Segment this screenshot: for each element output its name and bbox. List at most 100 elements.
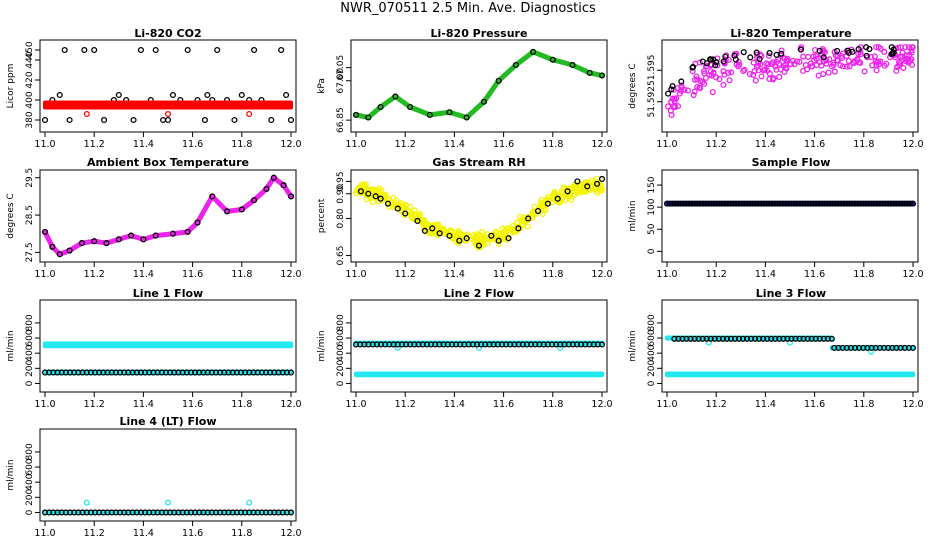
y-axis-label: ml/min <box>628 200 638 231</box>
data-point <box>757 200 765 207</box>
series-averaged <box>665 44 897 97</box>
data-point <box>201 116 208 124</box>
series-line <box>42 175 294 257</box>
y-tick-label: 800 <box>25 443 35 460</box>
panel-ambient: 11.0 11.2 11.4 11.6 11.8 12.0 27.5 28.5 29.5 degr… <box>6 168 302 280</box>
data-point <box>780 335 787 342</box>
data-point <box>871 200 878 207</box>
data-point <box>824 200 831 207</box>
y-tick-label: 0 <box>25 380 35 386</box>
data-point <box>738 200 745 207</box>
data-point <box>663 200 671 207</box>
data-point <box>908 47 915 54</box>
data-point <box>238 206 245 213</box>
data-point <box>874 200 881 207</box>
data-point <box>408 215 416 222</box>
data-point <box>825 69 832 76</box>
data-point <box>860 344 867 351</box>
x-tick-label: 12.0 <box>902 139 923 150</box>
data-point <box>115 91 122 99</box>
panel-title-li820-temperature: Li-820 Temperature <box>730 27 852 40</box>
data-point <box>753 49 760 56</box>
data-point <box>365 114 372 121</box>
x-tick-label: 11.0 <box>34 269 55 280</box>
data-point <box>394 205 401 212</box>
data-layer <box>41 174 295 258</box>
data-point <box>736 61 743 68</box>
data-point <box>594 180 601 187</box>
data-point <box>677 200 684 207</box>
x-tick-label: 11.4 <box>755 269 776 280</box>
data-point <box>598 175 606 182</box>
data-point <box>868 344 875 351</box>
data-point <box>909 44 916 51</box>
data-point <box>879 200 886 207</box>
data-point <box>873 67 880 74</box>
x-tick-label: 11.0 <box>345 139 366 150</box>
data-point <box>140 236 147 243</box>
series-line <box>353 49 605 120</box>
data-point <box>720 81 727 88</box>
data-point <box>768 200 776 207</box>
data-point <box>674 103 682 110</box>
data-point <box>712 62 719 69</box>
data-point <box>739 335 747 342</box>
data-point <box>772 335 779 342</box>
data-point <box>436 230 443 237</box>
data-point <box>672 200 679 207</box>
data-point <box>815 200 823 207</box>
plot-frame <box>661 39 919 133</box>
panel-title-line3-flow: Line 3 Flow <box>755 287 827 300</box>
data-point <box>756 55 763 63</box>
data-point <box>849 200 856 207</box>
y-axis-label: ml/min <box>6 330 16 361</box>
data-point <box>776 335 783 342</box>
x-tick-label: 11.6 <box>493 399 514 410</box>
data-point <box>771 200 778 207</box>
y-tick-label: 0.80 <box>336 208 346 228</box>
x-tick-label: 11.6 <box>804 139 825 150</box>
y-tick-label: 600 <box>25 458 35 475</box>
data-point <box>524 223 531 230</box>
data-point <box>91 238 98 245</box>
data-point <box>908 61 916 68</box>
data-point <box>752 77 759 84</box>
data-point <box>909 344 917 351</box>
data-point <box>791 61 798 68</box>
data-point <box>392 93 399 100</box>
data-point <box>703 335 710 342</box>
data-point <box>569 61 576 69</box>
x-tick-label: 11.6 <box>182 399 203 410</box>
data-point <box>865 200 872 207</box>
data-point <box>251 197 258 204</box>
data-point <box>821 200 828 207</box>
data-point <box>280 182 287 189</box>
data-point <box>751 68 758 75</box>
data-point <box>811 57 818 64</box>
data-point <box>495 77 502 84</box>
data-point <box>475 242 483 249</box>
data-point <box>839 344 846 351</box>
data-point <box>780 200 787 207</box>
y-tick-label: 200 <box>336 359 346 376</box>
data-point <box>664 103 672 110</box>
data-point <box>160 116 167 124</box>
data-point <box>796 58 803 65</box>
data-point <box>862 200 870 207</box>
data-point <box>56 91 63 99</box>
data-point <box>728 69 735 76</box>
x-tick-label: 11.0 <box>34 528 55 539</box>
data-point <box>699 200 706 207</box>
x-tick-label: 11.2 <box>395 139 416 150</box>
data-point <box>584 183 591 190</box>
data-point <box>720 58 727 65</box>
data-point <box>787 61 794 68</box>
data-point <box>365 190 372 197</box>
x-tick-label: 11.4 <box>133 528 154 539</box>
data-point <box>598 341 606 348</box>
data-point <box>421 227 428 234</box>
y-axis-label: percent <box>317 198 327 233</box>
x-tick-label: 11.2 <box>706 399 727 410</box>
data-point <box>194 219 201 226</box>
